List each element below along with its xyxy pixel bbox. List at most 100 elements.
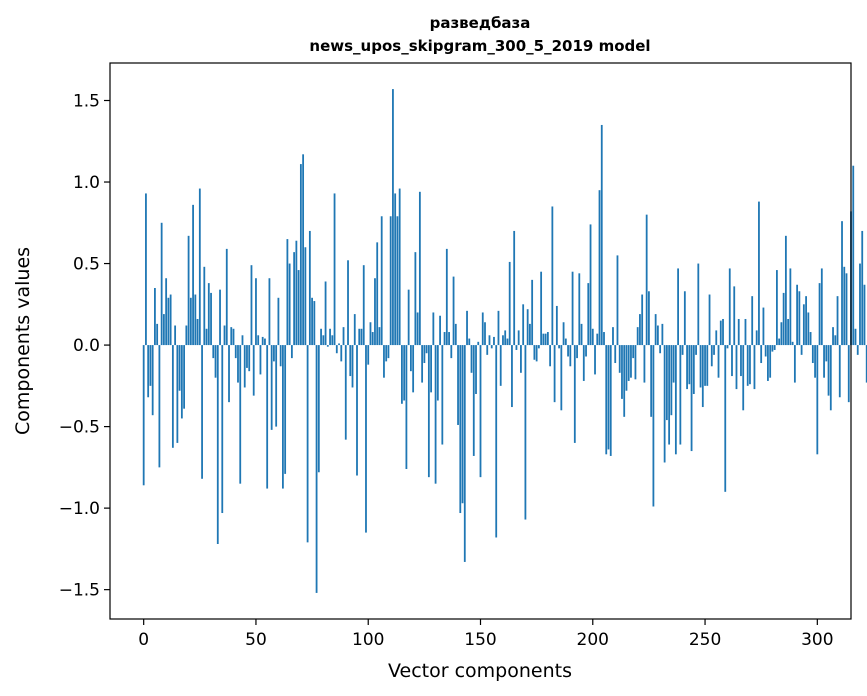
bar-312 bbox=[843, 266, 846, 346]
y-tick-label: −1.5 bbox=[59, 581, 100, 601]
bar-221 bbox=[639, 314, 641, 346]
bar-60 bbox=[277, 297, 280, 346]
bar-287 bbox=[787, 318, 790, 346]
bar-71 bbox=[302, 154, 305, 346]
bar-57 bbox=[270, 345, 273, 430]
bar-169 bbox=[522, 304, 525, 346]
bar-313 bbox=[845, 273, 848, 346]
bar-247 bbox=[697, 263, 700, 346]
bar-211 bbox=[616, 255, 619, 346]
bar-85 bbox=[333, 193, 336, 346]
bar-178 bbox=[542, 333, 545, 346]
x-axis-label: Vector components bbox=[388, 660, 572, 682]
bar-142 bbox=[461, 345, 464, 504]
y-tick-label: 0.5 bbox=[73, 255, 100, 275]
bar-205 bbox=[603, 332, 605, 346]
bar-137 bbox=[450, 345, 453, 359]
bar-231 bbox=[661, 323, 664, 346]
bar-9 bbox=[162, 314, 165, 346]
bar-105 bbox=[378, 327, 381, 346]
bar-11 bbox=[167, 297, 170, 346]
bar-38 bbox=[228, 345, 230, 403]
bar-126 bbox=[425, 345, 428, 354]
bar-173 bbox=[531, 279, 534, 346]
bar-124 bbox=[421, 345, 424, 383]
bar-79 bbox=[320, 328, 322, 346]
bar-14 bbox=[174, 325, 177, 346]
bar-254 bbox=[713, 345, 715, 355]
bar-176 bbox=[537, 345, 540, 349]
bar-316 bbox=[852, 165, 855, 346]
bar-121 bbox=[414, 252, 417, 346]
x-tick-label: 300 bbox=[801, 630, 833, 650]
bar-107 bbox=[383, 345, 385, 378]
bar-146 bbox=[470, 345, 473, 373]
bar-274 bbox=[758, 201, 760, 346]
bar-82 bbox=[326, 345, 329, 347]
bar-204 bbox=[600, 124, 603, 346]
bar-265 bbox=[737, 318, 740, 346]
bar-222 bbox=[641, 294, 644, 346]
y-tick-label: 1.0 bbox=[73, 173, 100, 193]
bar-276 bbox=[762, 307, 765, 346]
bar-154 bbox=[488, 335, 491, 346]
y-tick-label: 1.5 bbox=[73, 92, 100, 112]
bar-34 bbox=[219, 289, 221, 346]
bar-114 bbox=[398, 188, 401, 346]
bar-311 bbox=[841, 221, 843, 346]
bar-36 bbox=[223, 325, 226, 346]
bar-153 bbox=[486, 345, 489, 355]
bar-160 bbox=[502, 335, 504, 346]
bar-259 bbox=[724, 345, 727, 492]
bar-93 bbox=[351, 345, 354, 388]
bar-212 bbox=[618, 345, 621, 373]
bar-165 bbox=[513, 230, 516, 346]
bar-76 bbox=[313, 301, 316, 346]
bar-7 bbox=[158, 345, 161, 468]
bar-22 bbox=[192, 204, 194, 346]
bar-233 bbox=[665, 345, 668, 421]
bar-17 bbox=[180, 345, 183, 419]
bar-270 bbox=[749, 345, 751, 385]
bar-4 bbox=[151, 345, 154, 416]
bar-251 bbox=[706, 345, 709, 386]
bar-248 bbox=[699, 345, 702, 388]
bar-252 bbox=[708, 294, 711, 346]
bar-300 bbox=[816, 345, 819, 455]
bar-317 bbox=[854, 328, 857, 346]
bar-150 bbox=[479, 345, 482, 478]
bar-43 bbox=[239, 345, 242, 484]
bar-135 bbox=[445, 248, 448, 346]
bar-179 bbox=[544, 333, 547, 346]
bar-6 bbox=[156, 323, 159, 346]
bar-217 bbox=[630, 345, 632, 378]
bar-261 bbox=[728, 268, 731, 346]
bar-64 bbox=[286, 239, 289, 346]
x-tick-label: 200 bbox=[577, 630, 609, 650]
bar-104 bbox=[376, 242, 379, 346]
bar-257 bbox=[719, 320, 722, 346]
bar-44 bbox=[241, 335, 244, 346]
bar-139 bbox=[454, 323, 457, 346]
bar-84 bbox=[331, 335, 334, 346]
bar-78 bbox=[317, 345, 320, 473]
bar-98 bbox=[362, 265, 365, 346]
bar-42 bbox=[237, 345, 239, 383]
bar-189 bbox=[567, 345, 569, 357]
bar-125 bbox=[423, 345, 426, 364]
bar-262 bbox=[731, 345, 733, 377]
bar-293 bbox=[800, 345, 803, 355]
bar-120 bbox=[412, 345, 415, 393]
bar-175 bbox=[535, 345, 538, 362]
bar-241 bbox=[683, 291, 686, 346]
bar-50 bbox=[255, 278, 257, 346]
bar-46 bbox=[246, 345, 248, 368]
bar-187 bbox=[562, 322, 565, 346]
bars-group bbox=[142, 89, 867, 593]
bar-23 bbox=[194, 294, 197, 346]
bar-54 bbox=[264, 338, 266, 346]
bar-249 bbox=[701, 345, 704, 408]
bar-95 bbox=[356, 345, 358, 476]
bar-291 bbox=[796, 284, 799, 346]
